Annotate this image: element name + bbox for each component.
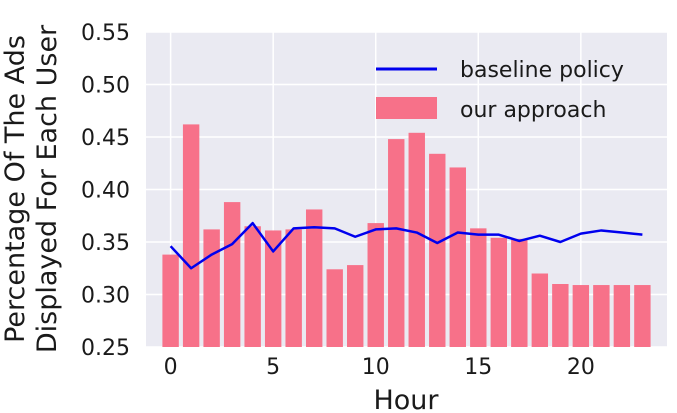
y-axis-title-line1: Percentage Of The Ads xyxy=(0,35,31,343)
bar-hour-23 xyxy=(634,285,651,347)
bar-hour-6 xyxy=(285,229,302,347)
bar-hour-1 xyxy=(182,124,200,348)
baseline-policy-line xyxy=(169,221,643,270)
legend: baseline policy our approach xyxy=(376,58,624,123)
bar-hour-7 xyxy=(305,209,323,347)
bar-hour-8 xyxy=(326,269,343,347)
bar-hour-12 xyxy=(408,132,425,347)
bar-hour-21 xyxy=(593,285,610,347)
y-tick-label: 0.25 xyxy=(81,336,130,361)
x-axis-title: Hour xyxy=(373,385,439,413)
bar-hour-10 xyxy=(367,223,384,347)
bar-hour-5 xyxy=(264,230,282,347)
x-tick-label: 20 xyxy=(567,355,595,380)
y-axis-title-line2: Displayed For Each User xyxy=(32,24,63,353)
y-tick-label: 0.35 xyxy=(81,231,130,256)
x-tick-label: 10 xyxy=(362,355,390,380)
y-tick-label: 0.30 xyxy=(81,284,130,309)
y-tick-label: 0.45 xyxy=(81,126,130,151)
bar-hour-18 xyxy=(531,273,549,347)
y-tick-label: 0.55 xyxy=(81,21,130,46)
y-tick-labels: 0.25 0.30 0.35 0.40 0.45 0.50 0.55 xyxy=(81,21,130,361)
bar-hour-9 xyxy=(347,265,364,347)
x-tick-label: 0 xyxy=(164,355,178,380)
legend-label-baseline: baseline policy xyxy=(460,58,624,83)
bar-hour-16 xyxy=(490,237,508,347)
bar-hour-14 xyxy=(449,167,466,347)
x-tick-label: 15 xyxy=(464,355,492,380)
baseline-line xyxy=(169,221,643,270)
bar-hour-13 xyxy=(429,153,446,347)
x-tick-labels: 0 5 10 15 20 xyxy=(164,355,595,380)
y-tick-label: 0.40 xyxy=(81,179,130,204)
bar-hour-4 xyxy=(244,226,261,347)
legend-bar-swatch xyxy=(376,97,437,119)
x-tick-label: 5 xyxy=(266,355,280,380)
bar-hour-19 xyxy=(552,284,569,347)
bar-hour-11 xyxy=(388,139,405,347)
bar-hour-2 xyxy=(203,229,220,347)
bar-hour-17 xyxy=(511,238,528,347)
bars xyxy=(162,124,651,348)
bar-hour-22 xyxy=(613,285,631,347)
legend-label-approach: our approach xyxy=(460,98,606,123)
bar-hour-15 xyxy=(470,228,487,347)
bar-hour-20 xyxy=(572,285,590,347)
bar-hour-0 xyxy=(162,254,179,347)
bar-hour-3 xyxy=(223,202,241,347)
y-tick-label: 0.50 xyxy=(81,74,130,99)
